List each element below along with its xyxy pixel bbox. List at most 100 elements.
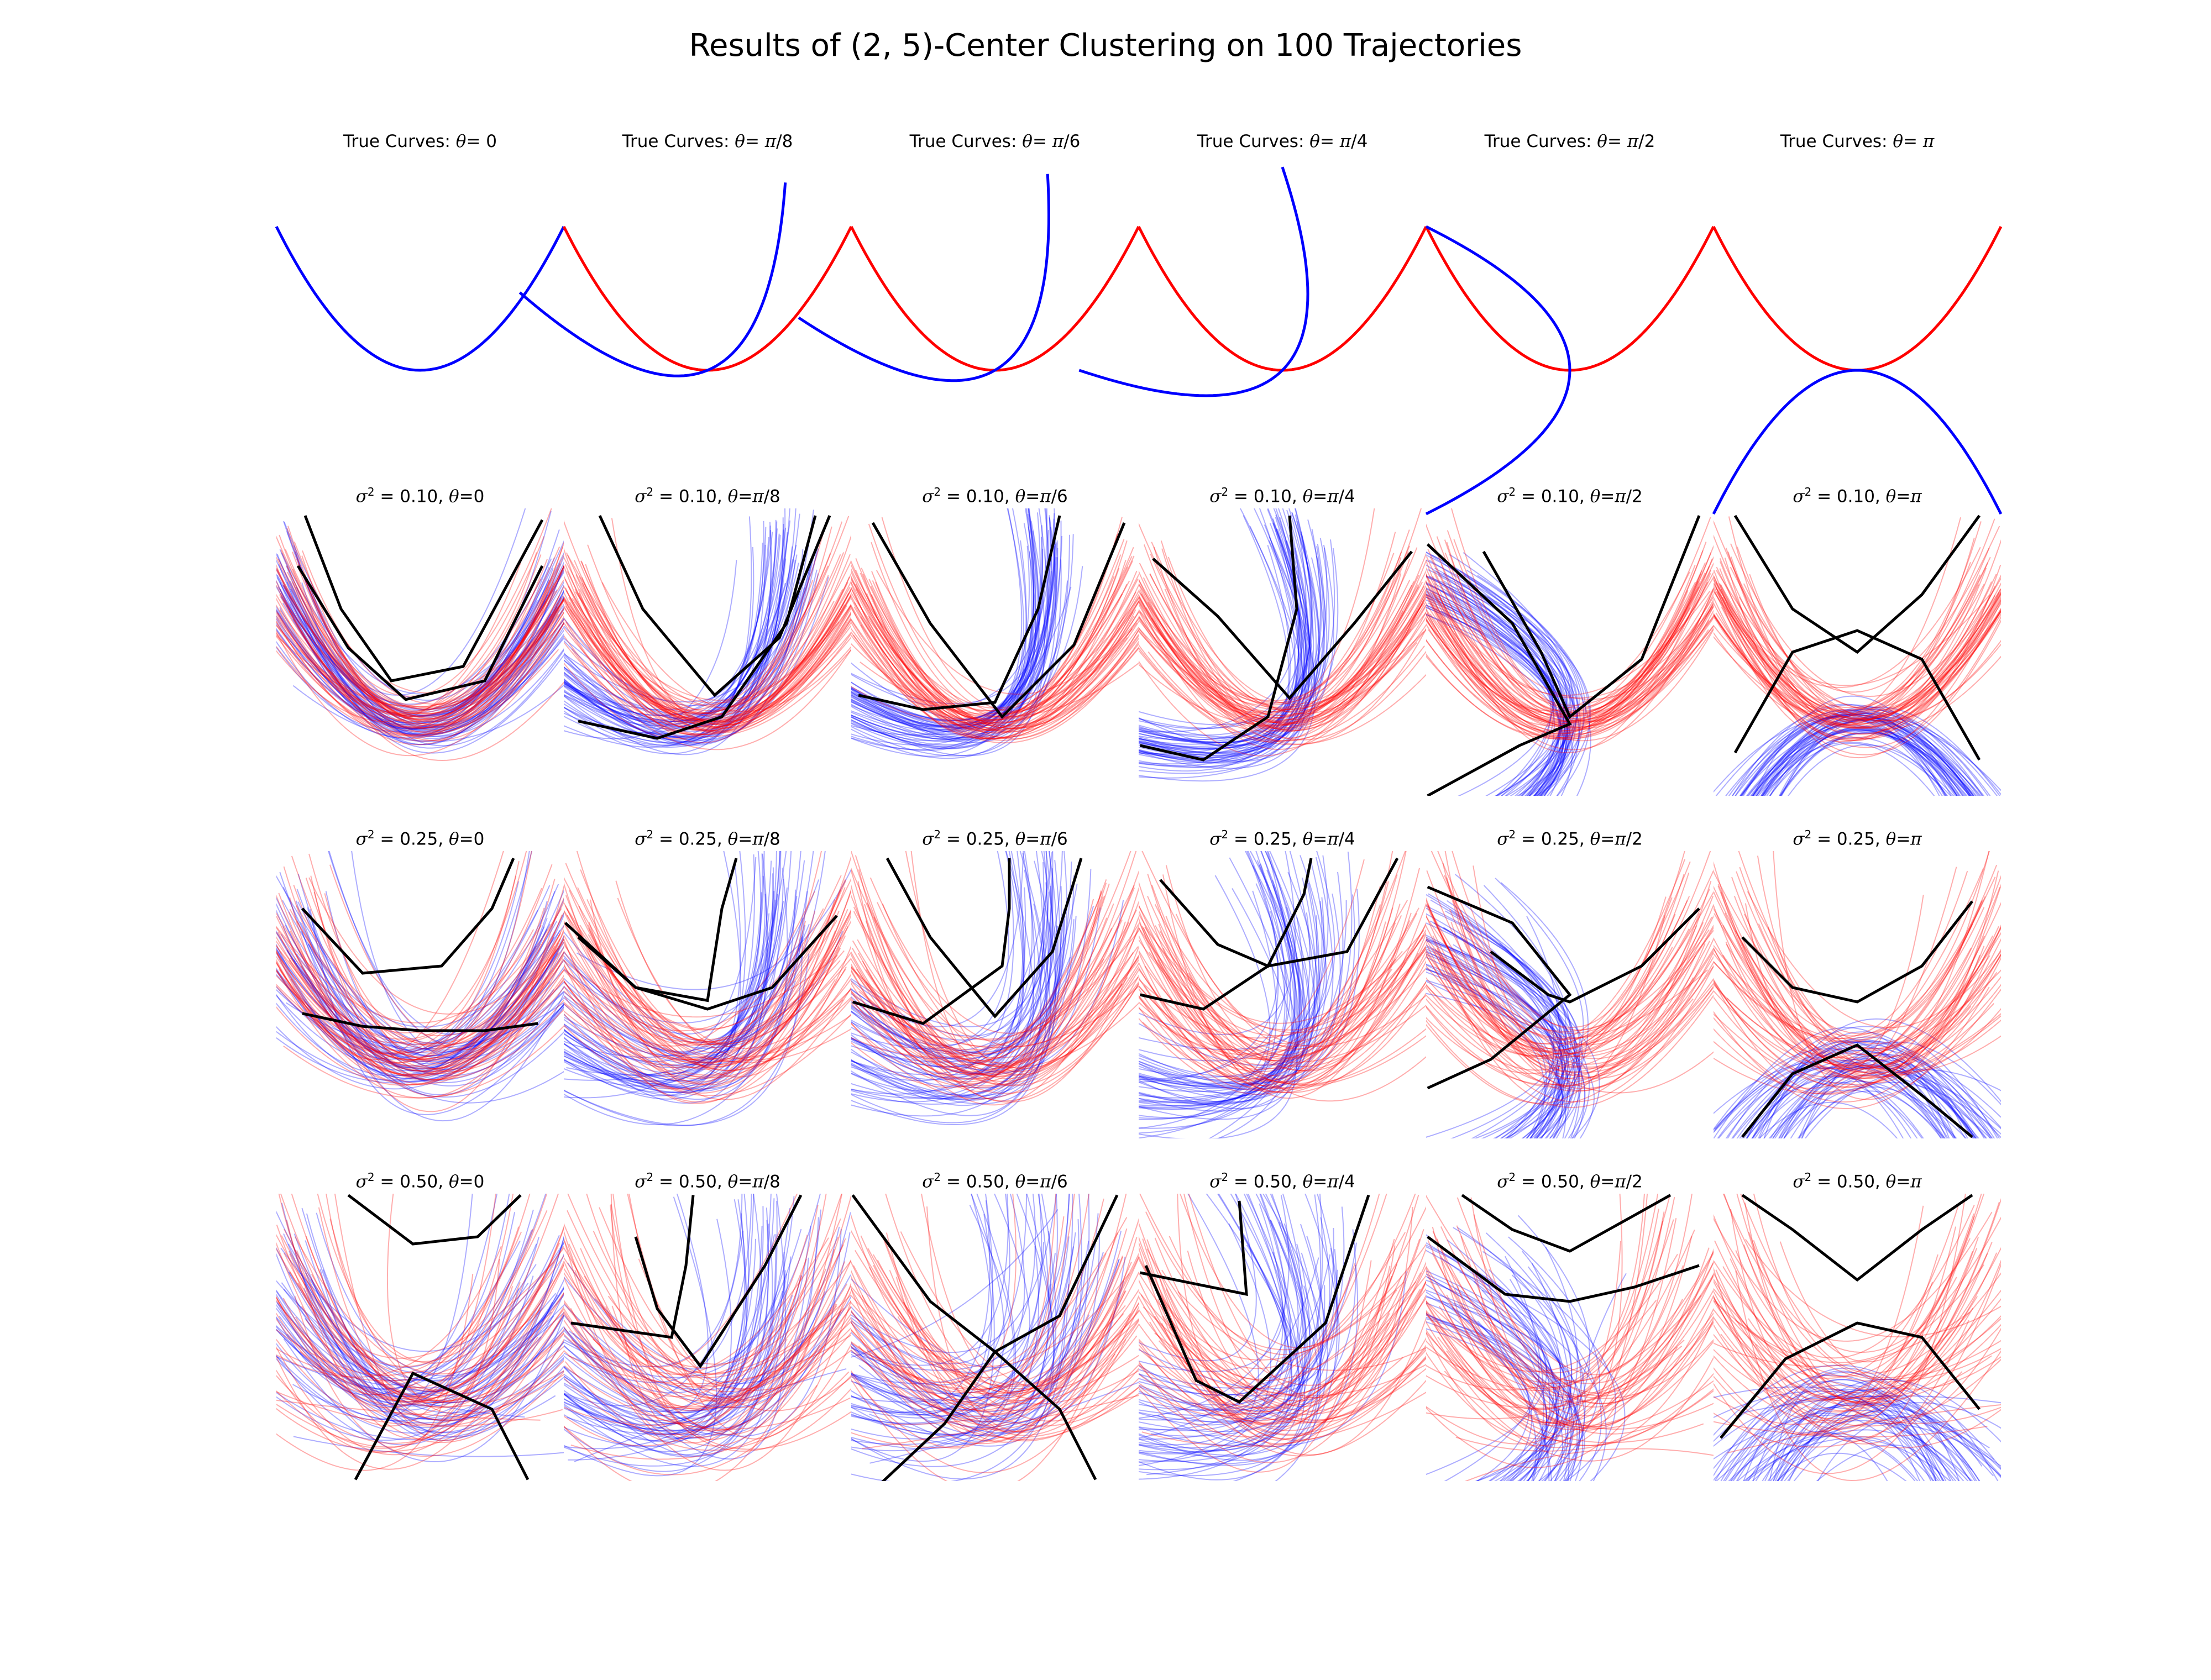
trajectory-rotated bbox=[851, 1299, 1066, 1481]
trajectory-rotated bbox=[1759, 1036, 1985, 1138]
trajectory-base bbox=[1452, 851, 1714, 1039]
trajectory-base bbox=[564, 604, 845, 735]
trajectory-rotated bbox=[564, 1199, 748, 1431]
trajectory-rotated bbox=[1139, 911, 1279, 1129]
trajectory-base bbox=[594, 943, 851, 1063]
trajectory-base bbox=[293, 885, 564, 1069]
trajectory-rotated bbox=[564, 887, 788, 1074]
trajectory-base bbox=[869, 1267, 1139, 1387]
panel-plot bbox=[1139, 1194, 1426, 1481]
trajectory-rotated bbox=[1787, 1395, 1960, 1481]
trajectory-rotated bbox=[1736, 1040, 1950, 1138]
trajectory-rotated bbox=[851, 508, 1048, 720]
trajectory-rotated bbox=[1426, 993, 1595, 1138]
trajectory-rotated bbox=[1139, 539, 1335, 743]
trajectory-rotated bbox=[1426, 952, 1569, 1138]
trajectory-rotated bbox=[1751, 1041, 1947, 1138]
trajectory-base bbox=[564, 1258, 807, 1409]
trajectory-rotated bbox=[851, 534, 1074, 726]
trajectory-rotated bbox=[280, 1241, 564, 1352]
trajectory-base bbox=[1426, 1253, 1678, 1372]
trajectory-rotated bbox=[1446, 900, 1555, 1138]
trajectory-base bbox=[1143, 544, 1426, 739]
trajectory-base bbox=[1716, 539, 2001, 709]
trajectory-base bbox=[276, 1246, 502, 1378]
panel-r1-c4: σ2 = 0.10, θ=π/2 bbox=[1426, 485, 1714, 796]
trajectory-base bbox=[308, 853, 564, 1048]
trajectory-base bbox=[285, 549, 564, 729]
trajectory-rotated bbox=[851, 1194, 1055, 1418]
trajectory-rotated bbox=[1777, 1420, 1973, 1481]
trajectory-base bbox=[1139, 508, 1375, 714]
trajectory-base bbox=[276, 582, 554, 746]
trajectory-rotated bbox=[1453, 944, 1569, 1138]
trajectory-base bbox=[1426, 913, 1700, 1080]
trajectory-rotated bbox=[1426, 948, 1560, 1138]
trajectory-rotated bbox=[276, 1356, 525, 1418]
trajectory-base bbox=[1444, 851, 1714, 1051]
trajectory-base bbox=[1139, 1260, 1372, 1473]
trajectory-rotated bbox=[1568, 1273, 1627, 1481]
trajectory-base bbox=[1159, 1276, 1426, 1435]
trajectory-base bbox=[289, 1271, 564, 1404]
trajectory-rotated bbox=[1466, 570, 1584, 796]
trajectory-rotated bbox=[1426, 594, 1562, 796]
trajectory-base bbox=[564, 935, 846, 1104]
trajectory-rotated bbox=[276, 884, 559, 1045]
trajectory-base bbox=[1714, 562, 1971, 726]
trajectory-rotated bbox=[1730, 1403, 1937, 1481]
trajectory-rotated bbox=[851, 571, 1052, 750]
trajectory-rotated bbox=[325, 891, 564, 1070]
trajectory-base bbox=[276, 1226, 520, 1376]
trajectory-rotated bbox=[1714, 1364, 1983, 1467]
trajectory-base bbox=[905, 851, 1139, 1072]
trajectory-base bbox=[1169, 1236, 1426, 1386]
trajectory-base bbox=[289, 897, 564, 1078]
trajectory-base bbox=[564, 526, 832, 716]
trajectory-rotated bbox=[564, 851, 780, 1052]
trajectory-rotated bbox=[1714, 1027, 1956, 1138]
trajectory-base bbox=[1141, 851, 1407, 1050]
trajectory-rotated bbox=[1426, 1295, 1548, 1481]
trajectory-rotated bbox=[1519, 1246, 1578, 1481]
trajectory-rotated bbox=[1751, 1050, 1974, 1138]
trajectory-rotated bbox=[1146, 1236, 1324, 1476]
trajectory-base bbox=[276, 1194, 514, 1399]
trajectory-rotated bbox=[1714, 1048, 1946, 1138]
trajectory-base bbox=[564, 564, 851, 732]
trajectory-rotated bbox=[1426, 1245, 1562, 1481]
trajectory-base bbox=[1714, 1252, 1998, 1400]
panel-title: σ2 = 0.25, θ=π/8 bbox=[635, 828, 780, 849]
trajectory-base bbox=[1139, 952, 1419, 1093]
trajectory-base bbox=[1426, 617, 1710, 741]
trajectory-base bbox=[311, 1274, 564, 1403]
trajectory-rotated bbox=[1426, 1316, 1559, 1481]
trajectory-rotated bbox=[308, 943, 564, 1086]
trajectory-base bbox=[1714, 954, 1981, 1103]
trajectory-rotated bbox=[301, 1208, 564, 1421]
trajectory-rotated bbox=[1766, 728, 1947, 796]
trajectory-base bbox=[1714, 1254, 1938, 1436]
trajectory-rotated bbox=[1732, 704, 1952, 796]
trajectory-rotated bbox=[276, 563, 560, 720]
trajectory-base bbox=[1714, 980, 1972, 1095]
trajectory-rotated bbox=[564, 1194, 821, 1370]
trajectory-rotated bbox=[851, 1194, 1058, 1369]
trajectory-base bbox=[580, 1248, 851, 1435]
trajectory-rotated bbox=[1139, 508, 1306, 738]
trajectory-rotated bbox=[1730, 1379, 1936, 1481]
trajectory-rotated bbox=[564, 1198, 775, 1414]
trajectory-base bbox=[900, 1231, 1139, 1390]
trajectory-rotated bbox=[564, 980, 797, 1125]
trajectory-base bbox=[852, 916, 1139, 1082]
trajectory-rotated bbox=[564, 851, 746, 1090]
trajectory-base bbox=[276, 645, 559, 737]
trajectory-base bbox=[855, 583, 1139, 730]
trajectory-base bbox=[1730, 1258, 2001, 1390]
trajectory-base bbox=[873, 1264, 1139, 1411]
trajectory-rotated bbox=[276, 930, 560, 1063]
trajectory-base bbox=[279, 534, 564, 714]
trajectory-rotated bbox=[1772, 1064, 1977, 1138]
panel-r2-c5: σ2 = 0.25, θ=π bbox=[1714, 828, 2001, 1138]
trajectory-rotated bbox=[1139, 547, 1328, 755]
